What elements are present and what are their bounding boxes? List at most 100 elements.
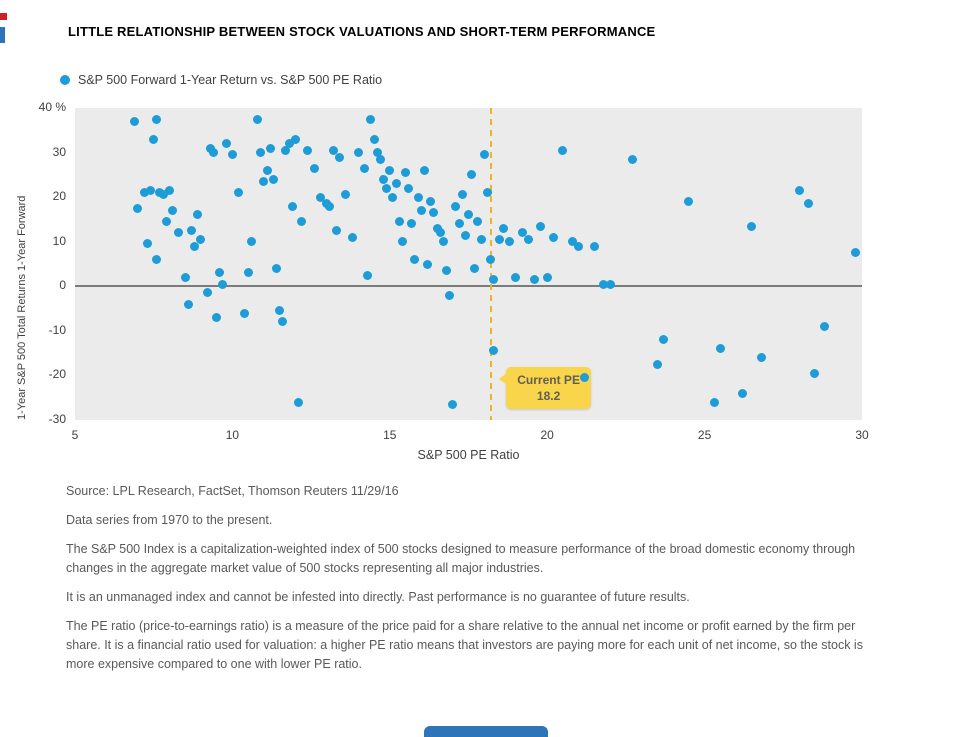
data-point <box>715 344 725 354</box>
crop-artifact-red <box>0 13 7 20</box>
legend-label: S&P 500 Forward 1-Year Return vs. S&P 50… <box>78 73 383 87</box>
data-point <box>423 259 433 269</box>
footnote-paragraph: The S&P 500 Index is a capitalization-we… <box>66 542 856 575</box>
data-point <box>385 165 395 175</box>
data-point <box>246 237 256 247</box>
data-point <box>363 270 373 280</box>
data-point <box>659 335 669 345</box>
data-point <box>379 174 388 184</box>
bottom-blue-bar <box>424 726 548 737</box>
data-point <box>186 226 196 236</box>
data-point <box>316 192 326 202</box>
data-point <box>369 134 379 144</box>
data-point <box>548 232 558 242</box>
data-point <box>467 170 477 180</box>
data-point <box>146 185 156 195</box>
data-point <box>290 134 300 144</box>
data-point <box>284 139 294 149</box>
current-pe-line <box>489 108 492 420</box>
data-point <box>240 308 250 318</box>
callout-line2: 18.2 <box>536 388 561 403</box>
data-point <box>287 201 297 211</box>
data-point <box>262 165 272 175</box>
data-point <box>183 299 193 309</box>
footnote-paragraph: The PE ratio (price-to-earnings ratio) i… <box>66 619 863 671</box>
data-point <box>489 275 499 285</box>
data-point <box>382 183 392 193</box>
data-point <box>152 255 162 265</box>
y-tick-label: -20 <box>48 367 66 382</box>
data-point <box>391 179 401 189</box>
data-point <box>375 154 385 164</box>
data-point <box>297 217 307 227</box>
data-point <box>253 114 263 124</box>
data-point <box>234 188 244 198</box>
data-point <box>498 223 508 233</box>
data-point <box>366 114 376 124</box>
data-point <box>130 116 140 126</box>
data-point <box>684 197 694 207</box>
data-point <box>819 321 829 331</box>
data-point <box>567 237 577 247</box>
data-point <box>580 373 590 383</box>
data-point <box>441 266 451 276</box>
data-point <box>152 114 162 124</box>
y-tick-label: 10 <box>52 233 66 248</box>
x-tick-label: 5 <box>71 428 79 442</box>
x-tick-label: 20 <box>540 428 554 442</box>
data-point <box>401 168 411 178</box>
data-point <box>517 228 527 238</box>
data-point <box>473 217 483 227</box>
footnote-paragraph: Data series from 1970 to the present. <box>66 513 273 527</box>
data-point <box>278 317 288 327</box>
data-point <box>536 221 546 231</box>
source-line: Source: LPL Research, FactSet, Thomson R… <box>66 484 399 498</box>
data-point <box>388 192 398 202</box>
data-point <box>530 275 540 285</box>
data-point <box>328 145 338 155</box>
data-point <box>142 239 152 249</box>
data-point <box>271 263 281 273</box>
y-tick-label: 20 <box>52 189 66 204</box>
data-point <box>209 148 218 158</box>
data-point <box>558 145 568 155</box>
x-tick-label: 15 <box>383 428 397 442</box>
data-point <box>303 145 313 155</box>
callout-tail-icon <box>499 372 508 385</box>
data-point <box>429 208 439 218</box>
data-point <box>180 272 190 282</box>
data-point <box>139 188 149 198</box>
data-point <box>404 183 414 193</box>
y-tick-label: -30 <box>48 412 66 426</box>
data-point <box>397 237 407 247</box>
y-tick-label: 40 % <box>38 100 66 114</box>
data-point <box>803 199 813 209</box>
page-title: LITTLE RELATIONSHIP BETWEEN STOCK VALUAT… <box>68 24 656 39</box>
data-point <box>360 163 370 173</box>
data-point <box>268 174 278 184</box>
data-point <box>709 397 719 407</box>
plot-area: Current PE 18.2 <box>75 108 862 420</box>
data-point <box>589 241 599 251</box>
data-point <box>281 145 291 155</box>
data-point <box>309 163 319 173</box>
data-point <box>451 201 461 211</box>
data-point <box>410 255 420 265</box>
data-point <box>457 190 467 200</box>
data-point <box>489 346 499 356</box>
data-point <box>479 150 489 160</box>
data-point <box>523 234 533 244</box>
x-tick-label: 25 <box>697 428 712 442</box>
data-point <box>174 228 184 238</box>
data-point <box>212 312 222 322</box>
data-point <box>747 221 757 231</box>
data-point <box>196 234 206 244</box>
x-tick-label: 10 <box>225 428 240 442</box>
data-point <box>341 190 351 200</box>
x-tick-label: 30 <box>855 428 869 442</box>
data-point <box>605 279 615 289</box>
data-point <box>542 272 552 282</box>
data-point <box>416 206 426 215</box>
y-tick-label: -10 <box>48 322 66 337</box>
data-point <box>454 219 464 229</box>
